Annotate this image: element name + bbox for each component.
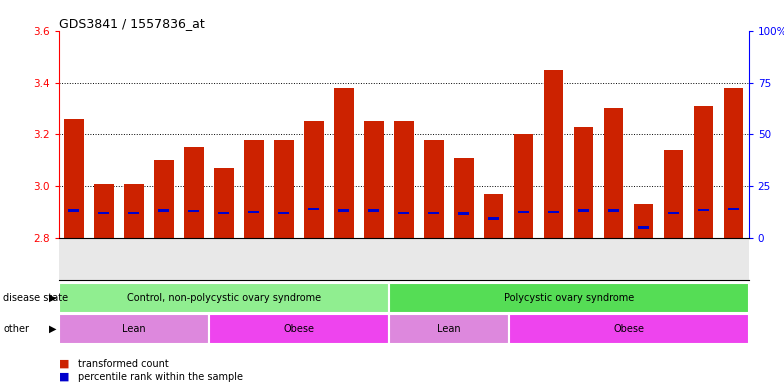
Bar: [428, 212, 439, 215]
Bar: [634, 204, 654, 238]
Bar: [158, 209, 169, 212]
Bar: [638, 227, 649, 229]
Bar: [389, 283, 749, 313]
Text: transformed count: transformed count: [78, 359, 169, 369]
Bar: [574, 127, 593, 238]
Bar: [669, 212, 679, 215]
Bar: [389, 314, 509, 344]
Bar: [694, 106, 713, 238]
Text: Polycystic ovary syndrome: Polycystic ovary syndrome: [503, 293, 634, 303]
Bar: [459, 212, 469, 215]
Bar: [154, 160, 173, 238]
Bar: [608, 209, 619, 212]
Bar: [249, 211, 260, 214]
Text: ▶: ▶: [49, 293, 56, 303]
Bar: [424, 139, 444, 238]
Bar: [454, 158, 474, 238]
Bar: [514, 134, 533, 238]
Bar: [129, 212, 139, 215]
Bar: [488, 217, 499, 220]
Bar: [64, 119, 84, 238]
Bar: [124, 184, 143, 238]
Text: ▶: ▶: [49, 324, 56, 334]
Bar: [274, 139, 293, 238]
Bar: [398, 212, 409, 215]
Bar: [518, 211, 529, 214]
Text: percentile rank within the sample: percentile rank within the sample: [78, 372, 243, 382]
Text: Lean: Lean: [437, 324, 460, 334]
Bar: [244, 139, 263, 238]
Bar: [278, 212, 289, 215]
Text: GDS3841 / 1557836_at: GDS3841 / 1557836_at: [59, 17, 205, 30]
Bar: [394, 121, 413, 238]
Bar: [99, 212, 109, 215]
Text: Control, non-polycystic ovary syndrome: Control, non-polycystic ovary syndrome: [127, 293, 321, 303]
Bar: [548, 211, 559, 214]
Bar: [544, 70, 564, 238]
Bar: [59, 314, 209, 344]
Bar: [579, 209, 589, 212]
Text: Obese: Obese: [283, 324, 314, 334]
Bar: [68, 209, 79, 212]
Bar: [209, 314, 389, 344]
Bar: [184, 147, 204, 238]
Text: Obese: Obese: [613, 324, 644, 334]
Bar: [339, 209, 349, 212]
Text: ■: ■: [59, 372, 69, 382]
Bar: [219, 212, 229, 215]
Bar: [724, 88, 743, 238]
Text: other: other: [3, 324, 29, 334]
Text: disease state: disease state: [3, 293, 68, 303]
Bar: [364, 121, 383, 238]
Bar: [484, 194, 503, 238]
Text: ■: ■: [59, 359, 69, 369]
Bar: [509, 314, 749, 344]
Bar: [728, 208, 739, 210]
Bar: [214, 168, 234, 238]
Bar: [188, 210, 199, 212]
Bar: [94, 184, 114, 238]
Text: Lean: Lean: [122, 324, 146, 334]
Bar: [59, 283, 389, 313]
Bar: [368, 209, 379, 212]
Bar: [304, 121, 324, 238]
Bar: [604, 108, 623, 238]
Bar: [699, 209, 709, 211]
Bar: [308, 208, 319, 210]
Bar: [334, 88, 354, 238]
Bar: [664, 150, 684, 238]
